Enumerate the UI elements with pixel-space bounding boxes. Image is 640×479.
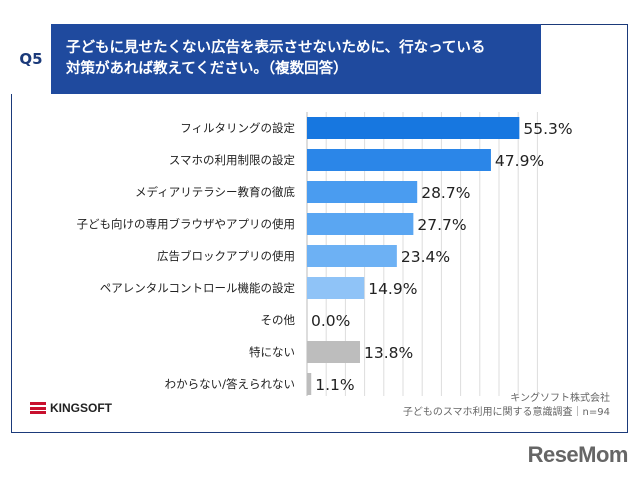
value-label: 55.3% <box>523 120 572 138</box>
question-number: Q5 <box>11 24 51 94</box>
category-label: スマホの利用制限の設定 <box>169 153 296 167</box>
bar <box>307 373 312 395</box>
resemom-watermark: ReseMom <box>527 442 629 467</box>
category-label: 特にない <box>249 345 295 359</box>
bar <box>307 341 360 363</box>
kingsoft-logo-icon <box>30 402 46 414</box>
kingsoft-logo-text: KINGSOFT <box>50 401 112 415</box>
bar <box>307 245 397 267</box>
value-label: 1.1% <box>315 376 354 394</box>
question-title: 子どもに見せたくない広告を表示させないために、行なっている 対策があれば教えてく… <box>51 24 541 94</box>
category-label: 広告ブロックアプリの使用 <box>157 249 295 263</box>
value-label: 23.4% <box>401 248 450 266</box>
category-label: ペアレンタルコントロール機能の設定 <box>100 281 296 295</box>
question-title-line2: 対策があれば教えてください。（複数回答） <box>66 61 348 77</box>
value-label: 13.8% <box>364 344 413 362</box>
question-title-line1: 子どもに見せたくない広告を表示させないために、行なっている <box>66 40 486 56</box>
question-header: Q5 子どもに見せたくない広告を表示させないために、行なっている 対策があれば教… <box>11 24 541 94</box>
kingsoft-logo: KINGSOFT <box>30 399 112 417</box>
bar <box>307 277 365 299</box>
value-label: 47.9% <box>495 152 544 170</box>
value-label: 27.7% <box>417 216 466 234</box>
category-label: その他 <box>261 313 296 327</box>
category-label: わからない/答えられない <box>165 377 295 391</box>
category-label: メディアリテラシー教育の徹底 <box>135 185 295 199</box>
bar <box>307 181 418 203</box>
source-company: キングソフト株式会社 <box>510 393 610 404</box>
bar <box>307 149 491 171</box>
value-label: 14.9% <box>368 280 417 298</box>
value-label: 0.0% <box>311 312 350 330</box>
value-label: 28.7% <box>421 184 470 202</box>
source-note: キングソフト株式会社 子どものスマホ利用に関する意識調査｜n=94 <box>403 392 610 420</box>
bar <box>307 117 520 139</box>
source-survey: 子どものスマホ利用に関する意識調査｜n=94 <box>402 407 610 418</box>
category-label: 子ども向けの専用ブラウザやアプリの使用 <box>77 217 296 231</box>
category-label: フィルタリングの設定 <box>180 121 295 135</box>
bar <box>307 213 414 235</box>
